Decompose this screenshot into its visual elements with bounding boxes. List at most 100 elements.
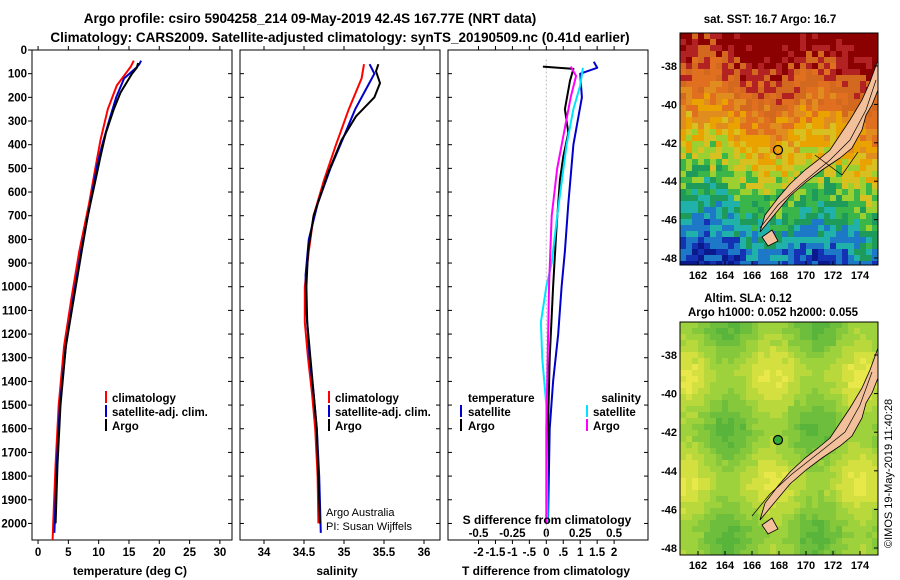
sla-cell [806,496,812,502]
sst-cell [860,39,866,45]
sst-cell [680,201,686,207]
sla-cell [854,478,860,484]
sla-cell [770,346,776,352]
sla-cell [842,364,848,370]
sla-cell [848,550,854,555]
sla-cell [842,502,848,508]
sla-cell [698,508,704,514]
sst-cell [704,237,710,243]
sst-cell [734,129,740,135]
sst-cell [704,57,710,63]
sst-cell [812,177,818,183]
sla-cell [788,370,794,376]
sst-cell [830,177,836,183]
sla-cell [812,346,818,352]
sla-cell [734,352,740,358]
sst-cell [812,111,818,117]
sst-cell [692,141,698,147]
sst-cell [824,195,830,201]
sla-cell [830,424,836,430]
sla-cell [764,544,770,550]
sst-cell [698,45,704,51]
sst-cell [776,87,782,93]
sla-cell [716,358,722,364]
sst-cell [818,261,824,265]
sst-cell [818,237,824,243]
y-tick-label: 1900 [1,495,27,507]
sst-cell [872,117,878,123]
sla-cell [728,526,734,532]
sst-cell [788,219,794,225]
sla-cell [794,436,800,442]
sst-cell [866,219,872,225]
sla-cell [842,550,848,555]
sla-cell [758,358,764,364]
sla-cell [704,352,710,358]
sla-cell [752,538,758,544]
sla-cell [692,514,698,520]
sst-cell [872,171,878,177]
sla-cell [770,388,776,394]
sla-cell [764,538,770,544]
sla-cell [782,502,788,508]
sst-cell [818,75,824,81]
sla-cell [848,514,854,520]
sla-cell [860,514,866,520]
sst-cell [872,219,878,225]
sla-cell [752,430,758,436]
sst-cell [842,87,848,93]
sla-cell [698,502,704,508]
sla-cell [854,340,860,346]
sla-cell [692,490,698,496]
lon-tick-label: 164 [716,560,735,572]
sla-cell [704,478,710,484]
sst-cell [686,69,692,75]
sla-cell [866,400,872,406]
sst-cell [680,69,686,75]
sst-cell [716,135,722,141]
sst-cell [794,201,800,207]
sla-cell [854,466,860,472]
sla-cell [818,340,824,346]
sla-cell [752,346,758,352]
sst-cell [800,63,806,69]
sla-cell [746,496,752,502]
y-tick-label: 400 [8,140,27,152]
sla-cell [776,478,782,484]
sst-cell [842,261,848,265]
sla-cell [806,424,812,430]
sst-cell [758,57,764,63]
x-tick-label: -2 [473,547,483,559]
sst-cell [752,93,758,99]
sla-cell [782,388,788,394]
sla-cell [740,364,746,370]
sst-cell [794,189,800,195]
sla-cell [710,478,716,484]
sla-cell [746,466,752,472]
sst-cell [854,195,860,201]
sst-cell [824,243,830,249]
temperature-plot-frame [31,49,233,541]
sla-cell [728,406,734,412]
sla-cell [824,328,830,334]
sla-cell [818,496,824,502]
sla-cell [698,406,704,412]
sst-cell [812,249,818,255]
sla-cell [716,412,722,418]
sla-cell [728,436,734,442]
sla-cell [866,424,872,430]
sst-cell [680,177,686,183]
sla-cell [752,418,758,424]
sst-cell [806,225,812,231]
sst-map-title: sat. SST: 16.7 Argo: 16.7 [704,14,837,26]
sst-cell [728,171,734,177]
sla-cell [716,364,722,370]
sla-cell [722,370,728,376]
sla-cell [770,466,776,472]
sla-cell [752,340,758,346]
sst-cell [758,201,764,207]
sla-cell [770,550,776,555]
sst-cell [824,261,830,265]
sla-cell [680,436,686,442]
sst-cell [812,45,818,51]
